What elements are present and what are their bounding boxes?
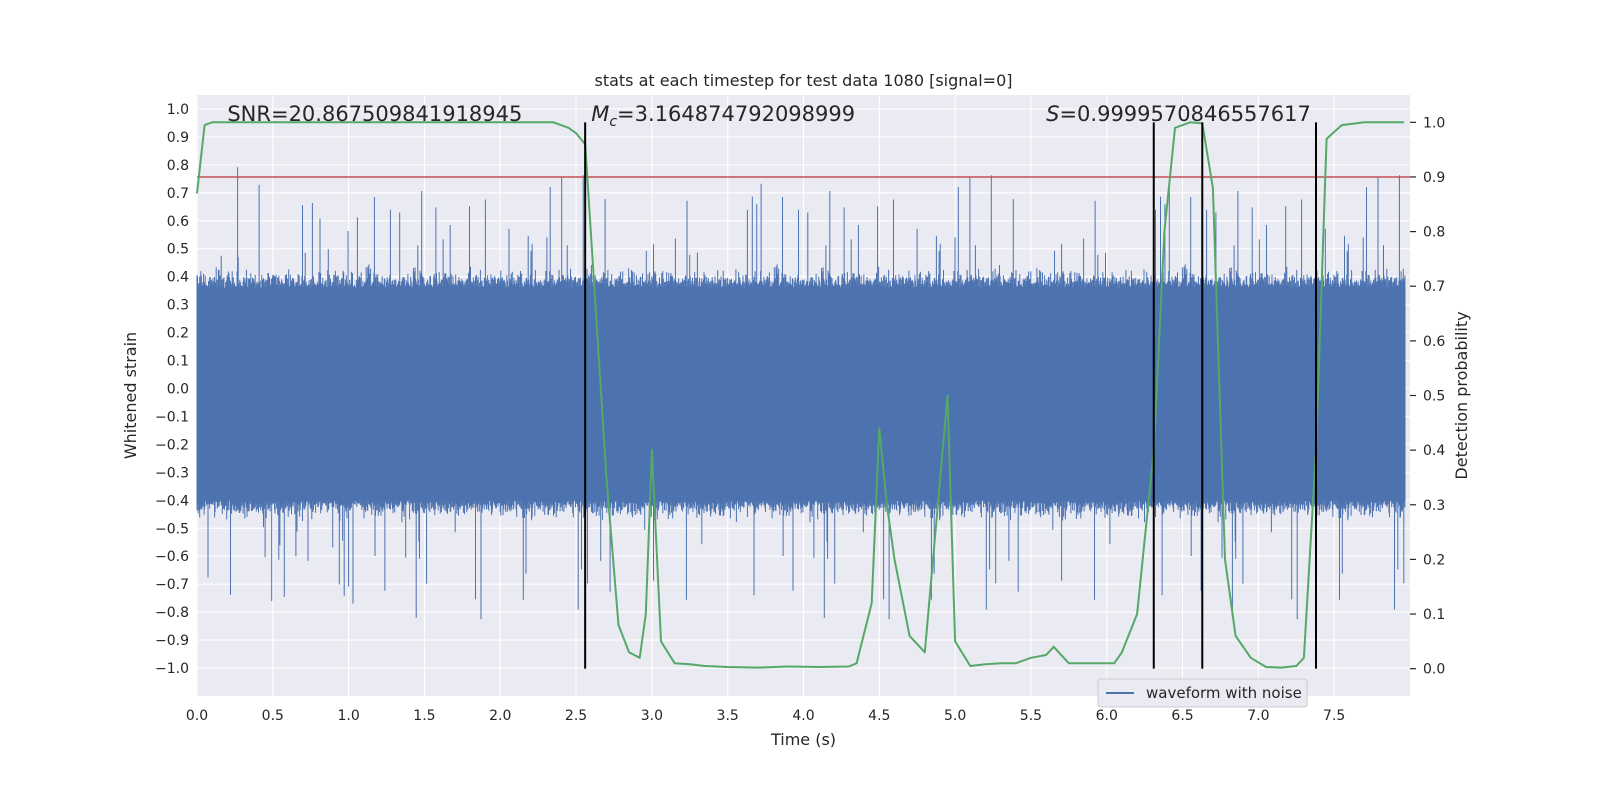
legend: waveform with noise <box>1097 678 1308 708</box>
y-right-tick-label: 1.0 <box>1423 115 1445 131</box>
y-left-tick-label: 0.3 <box>167 298 189 314</box>
y-right-tick-label: 0.7 <box>1423 279 1445 295</box>
annotation-mc-equals: = <box>617 102 635 126</box>
y-left-tick-label: −0.9 <box>155 633 189 649</box>
y-right-tick-label: 0.1 <box>1423 607 1445 623</box>
x-tick-label: 2.0 <box>489 708 511 724</box>
y-right-tick-label: 0.0 <box>1423 662 1445 678</box>
y-left-tick-label: −1.0 <box>155 661 189 677</box>
y-left-tick-label: 0.5 <box>167 242 189 258</box>
x-tick-label: 7.5 <box>1323 708 1345 724</box>
y-left-tick-label: −0.1 <box>155 409 189 425</box>
y-left-tick-label: 0.0 <box>167 382 189 398</box>
y-axis-right-label: Detection probability <box>1452 311 1471 479</box>
y-axis-right-ticks: 1.0 0.9 0.8 0.7 0.6 0.5 0.4 0.3 0.2 0.1 0.0 <box>1410 115 1445 678</box>
x-tick-label: 5.5 <box>1020 708 1042 724</box>
y-left-tick-label: 0.7 <box>167 186 189 202</box>
annotation-s-label: S <box>1046 102 1059 126</box>
y-left-tick-label: 0.2 <box>167 326 189 342</box>
x-tick-label: 1.5 <box>413 708 435 724</box>
y-right-tick-label: 0.6 <box>1423 334 1445 350</box>
y-left-tick-label: −0.6 <box>155 549 189 565</box>
x-tick-label: 0.5 <box>262 708 284 724</box>
waveform-series <box>196 167 1406 620</box>
x-tick-label: 3.0 <box>641 708 663 724</box>
y-left-tick-label: 0.4 <box>167 270 189 286</box>
y-left-tick-label: −0.5 <box>155 521 189 537</box>
annotation-mc-value: 3.164874792098999 <box>635 102 855 126</box>
annotation-snr-value: 20.867509841918945 <box>289 102 523 126</box>
x-tick-label: 5.0 <box>944 708 966 724</box>
annotation-snr: SNR=20.867509841918945 <box>227 102 522 126</box>
y-right-tick-label: 0.3 <box>1423 498 1445 514</box>
annotation-snr-label: SNR <box>227 102 271 126</box>
y-left-tick-label: 0.9 <box>167 130 189 146</box>
event-markers <box>584 122 1317 669</box>
x-tick-label: 1.0 <box>337 708 359 724</box>
x-tick-label: 0.0 <box>186 708 208 724</box>
y-left-tick-label: 0.6 <box>167 214 189 230</box>
annotation-mc-label: M <box>591 102 609 126</box>
y-right-tick-label: 0.5 <box>1423 389 1445 405</box>
x-tick-label: 6.0 <box>1096 708 1118 724</box>
annotation-s-equals: = <box>1059 102 1077 126</box>
y-left-tick-label: 1.0 <box>167 102 189 118</box>
y-left-tick-label: 0.1 <box>167 354 189 370</box>
y-left-tick-label: −0.2 <box>155 437 189 453</box>
annotation-s: S=0.9999570846557617 <box>1046 102 1311 126</box>
y-left-tick-label: −0.3 <box>155 465 189 481</box>
x-tick-label: 7.0 <box>1247 708 1269 724</box>
annotation-snr-equals: = <box>271 102 289 126</box>
probability-line <box>196 121 1404 669</box>
x-tick-label: 2.5 <box>565 708 587 724</box>
x-tick-label: 6.5 <box>1171 708 1193 724</box>
waveform-core <box>197 287 1406 501</box>
x-tick-label: 4.5 <box>868 708 890 724</box>
x-tick-label: 3.5 <box>717 708 739 724</box>
x-tick-label: 4.0 <box>792 708 814 724</box>
y-left-tick-label: −0.4 <box>155 493 189 509</box>
y-axis-left-label: Whitened strain <box>121 332 140 459</box>
legend-entry-waveform: waveform with noise <box>1146 684 1302 702</box>
y-axis-left-ticks: 1.0 0.9 0.8 0.7 0.6 0.5 0.4 0.3 0.2 0.1 0.0 −0.1 −0.… <box>155 102 189 677</box>
y-right-tick-label: 0.9 <box>1423 170 1445 186</box>
x-axis-ticks: 0.0 0.5 1.0 1.5 2.0 2.5 3.0 3.5 4.0 4.5 5.0 5.5 6.0 6… <box>186 708 1345 724</box>
probability-series-group <box>196 121 1404 669</box>
legend-box <box>1097 678 1308 708</box>
y-left-tick-label: −0.8 <box>155 605 189 621</box>
annotation-chirp-mass: Mc=3.164874792098999 <box>591 102 855 130</box>
y-right-tick-label: 0.2 <box>1423 552 1445 568</box>
annotation-s-value: 0.9999570846557617 <box>1077 102 1311 126</box>
chart-title: stats at each timestep for test data 108… <box>594 71 1012 90</box>
y-right-tick-label: 0.4 <box>1423 443 1445 459</box>
y-left-tick-label: 0.8 <box>167 158 189 174</box>
y-right-tick-label: 0.8 <box>1423 225 1445 241</box>
y-left-tick-label: −0.7 <box>155 577 189 593</box>
annotation-mc-subscript: c <box>609 114 617 130</box>
x-axis-label: Time (s) <box>770 730 836 749</box>
